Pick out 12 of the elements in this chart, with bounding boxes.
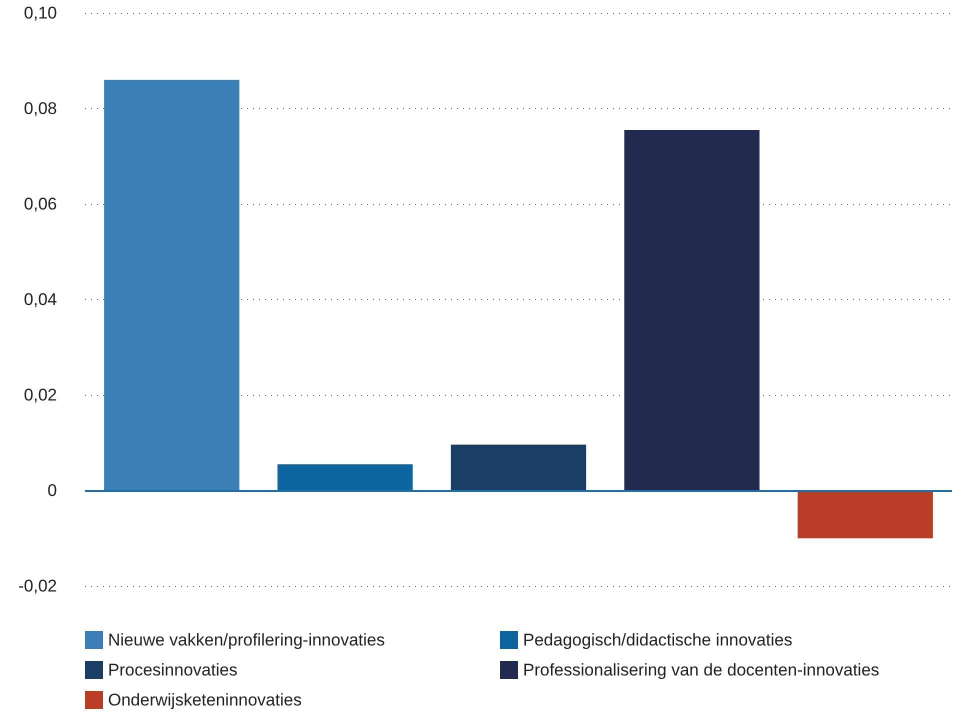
y-tick-label: 0,02 (24, 386, 57, 404)
legend-label: Professionalisering van de docenten-innovaties (523, 660, 880, 680)
y-tick-label: 0,04 (24, 290, 57, 309)
legend-label: Procesinnovaties (108, 660, 238, 680)
y-tick-label: 0,06 (24, 194, 57, 214)
y-tick-label: -0,02 (18, 576, 57, 596)
y-tick-label: 0,08 (24, 99, 57, 118)
legend-label: Onderwijsketeninnovaties (108, 690, 302, 710)
legend-label: Nieuwe vakken/profilering-innovaties (108, 630, 385, 650)
y-tick-label: 0 (48, 481, 57, 500)
legend-label: Pedagogisch/didactische innovaties (523, 630, 792, 650)
y-tick-label: 0,10 (24, 4, 57, 22)
